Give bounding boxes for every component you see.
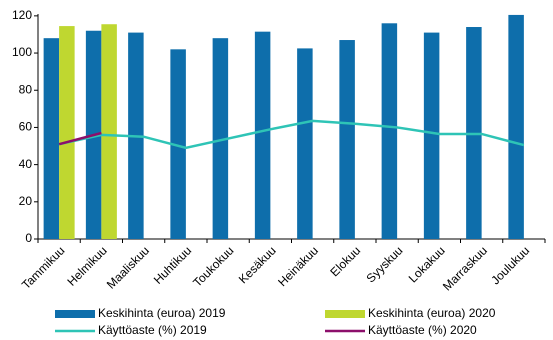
bar: [170, 49, 186, 239]
bar: [212, 38, 229, 239]
y-tick-label: 100: [12, 45, 32, 59]
x-tick-label: Huhtikuu: [151, 243, 194, 286]
bar: [508, 14, 524, 240]
y-tick-label: 40: [19, 157, 33, 171]
bar: [339, 40, 355, 240]
legend-label: Keskihinta (euroa) 2019: [98, 306, 226, 320]
legend-label: Käyttöaste (%) 2019: [98, 323, 207, 337]
bar: [43, 38, 60, 239]
y-tick-label: 120: [12, 8, 32, 22]
line: [58, 119, 525, 150]
legend-label: Käyttöaste (%) 2020: [368, 323, 477, 337]
legend-label: Keskihinta (euroa) 2020: [368, 306, 496, 320]
x-tick-label: Elokuu: [327, 243, 363, 279]
y-tick-label: 20: [19, 194, 33, 208]
bar: [59, 26, 75, 239]
bar: [297, 48, 313, 240]
legend-swatch: [55, 310, 95, 318]
x-tick-label: Marraskuu: [440, 243, 490, 293]
x-tick-label: Toukokuu: [190, 243, 236, 289]
bar: [254, 31, 271, 240]
x-tick-label: Heinäkuu: [275, 243, 321, 289]
x-tick-label: Syyskuu: [364, 243, 406, 285]
bar: [381, 23, 398, 240]
y-tick-label: 60: [19, 120, 33, 134]
line: [58, 131, 102, 146]
x-tick-label: Maaliskuu: [104, 243, 152, 291]
x-tick-label: Lokakuu: [406, 243, 448, 285]
y-tick-label: 0: [25, 231, 32, 245]
legend-swatch: [325, 310, 365, 318]
x-tick-label: Kesäkuu: [236, 243, 279, 286]
x-tick-label: Joulukuu: [488, 243, 532, 287]
y-tick-label: 80: [19, 82, 33, 96]
bar: [423, 32, 440, 239]
bar: [101, 24, 117, 240]
x-tick-label: Tammikuu: [19, 243, 68, 292]
